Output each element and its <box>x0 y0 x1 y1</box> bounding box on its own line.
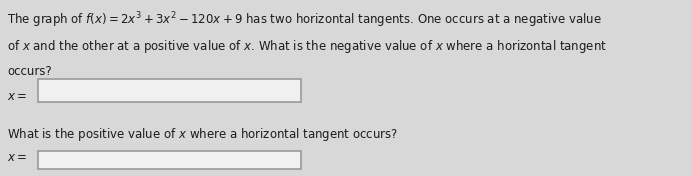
Text: What is the positive value of $x$ where a horizontal tangent occurs?: What is the positive value of $x$ where … <box>7 126 398 143</box>
FancyBboxPatch shape <box>38 151 301 169</box>
Text: $x =$: $x =$ <box>7 151 27 164</box>
Text: $x =$: $x =$ <box>7 90 27 103</box>
Text: of $x$ and the other at a positive value of $x$. What is the negative value of $: of $x$ and the other at a positive value… <box>7 38 607 55</box>
FancyBboxPatch shape <box>38 79 301 102</box>
Text: The graph of $f(x) = 2x^3 + 3x^2 - 120x + 9$ has two horizontal tangents. One oc: The graph of $f(x) = 2x^3 + 3x^2 - 120x … <box>7 11 602 30</box>
Text: occurs?: occurs? <box>7 65 52 78</box>
